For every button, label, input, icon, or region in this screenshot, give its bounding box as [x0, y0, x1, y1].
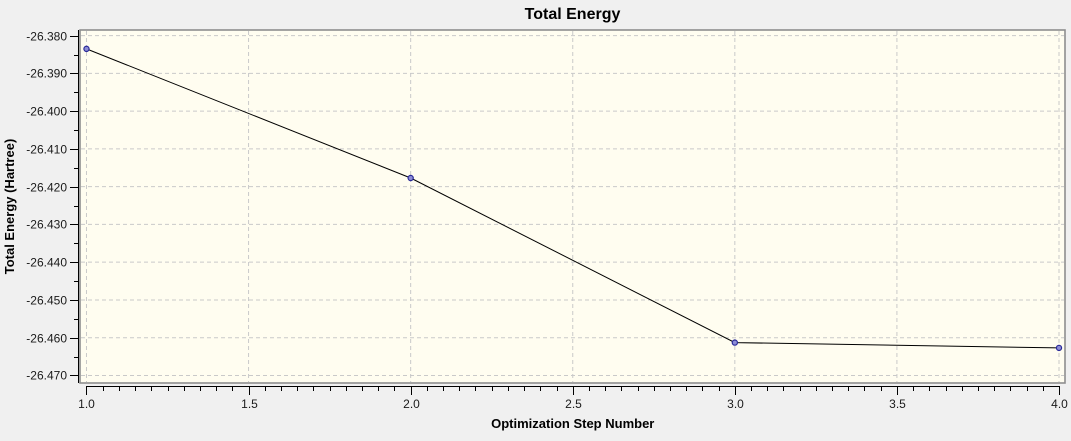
gridlines	[81, 31, 1064, 382]
y-tick-label: -26.400	[26, 105, 67, 119]
chart-title: Total Energy	[525, 6, 621, 23]
y-tick-label: -26.390	[26, 67, 67, 81]
y-tick-label: -26.440	[26, 256, 67, 270]
data-point	[1055, 344, 1063, 352]
x-tick-label: 3.0	[727, 397, 744, 411]
series-line	[86, 48, 1060, 349]
x-tick-label: 3.5	[889, 397, 906, 411]
y-tick-label: -26.450	[26, 294, 67, 308]
x-tick-label: 1.5	[241, 397, 258, 411]
y-tick-label: -26.430	[26, 218, 67, 232]
data-point	[83, 45, 90, 53]
x-axis-title: Optimization Step Number	[491, 416, 654, 431]
y-tick-label: -26.420	[26, 181, 67, 195]
y-tick-label: -26.380	[26, 30, 67, 44]
x-tick-label: 4.0	[1051, 397, 1068, 411]
x-tick-label: 2.0	[403, 397, 420, 411]
y-tick-label: -26.460	[26, 332, 67, 346]
axes: -26.380 -26.390 -26.400 -26.410 -26.420 -26.4…	[26, 30, 1068, 412]
x-tick-label: 1.0	[78, 397, 95, 411]
data-point	[407, 174, 414, 182]
data-series	[83, 45, 1063, 352]
y-axis-title: Total Energy (Hartree)	[2, 139, 17, 275]
y-tick-label: -26.470	[26, 369, 67, 383]
x-tick-label: 2.5	[565, 397, 582, 411]
data-point	[731, 339, 739, 346]
y-tick-label: -26.410	[26, 143, 67, 157]
